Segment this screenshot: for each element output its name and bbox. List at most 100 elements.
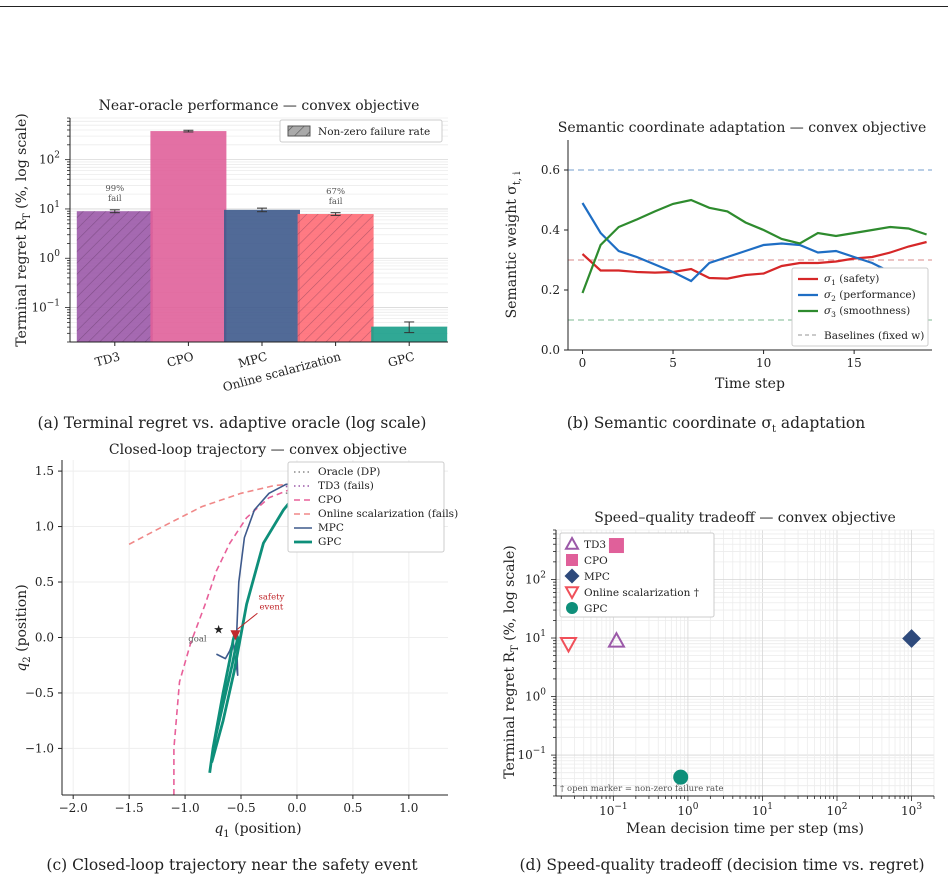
panel-d-ytick: 101 xyxy=(525,629,546,645)
bar-mpc xyxy=(224,209,300,342)
legend-label: Online scalarization (fails) xyxy=(318,508,458,520)
x-tick-label: 5 xyxy=(669,356,677,370)
x-tick-label: 15 xyxy=(846,356,861,370)
panel-b-ylabel: Semantic weight σt, i xyxy=(504,172,523,319)
legend-label: CPO xyxy=(584,555,608,567)
legend-suffix: (safety) xyxy=(836,273,879,285)
y-tick-label: 0.4 xyxy=(541,223,560,237)
x-tick-label: −2.0 xyxy=(59,801,88,815)
panel-b-ticks: 0 5 10 15 0.0 0.2 0.4 0.6 xyxy=(541,163,862,370)
caption-b: (b) Semantic coordinate σt adaptation xyxy=(567,414,865,435)
legend-subscript: 2 xyxy=(831,294,836,303)
y-tick-label: 0.0 xyxy=(541,343,560,357)
panel-d-title: Speed–quality tradeoff — convex objectiv… xyxy=(594,510,896,526)
legend-label: Online scalarization † xyxy=(584,587,699,599)
panel-d-xlabel: Mean decision time per step (ms) xyxy=(626,821,864,837)
safety-label: safety xyxy=(259,592,285,602)
bar-hatch xyxy=(297,214,374,342)
panel-a-bar-chart: Near-oracle performance — convex objecti… xyxy=(14,98,448,394)
panel-d-ytick-exp: 0 xyxy=(540,688,546,698)
legend-suffix: (performance) xyxy=(836,289,916,301)
legend-suffix: (smoothness) xyxy=(836,305,910,317)
panel-a-ytick-exp: 1 xyxy=(54,200,60,210)
legend-symbol: σ xyxy=(824,305,832,317)
panel-a-ytick-base: 10 xyxy=(39,153,54,167)
legend-marker xyxy=(566,554,578,566)
x-tick-label: 1.0 xyxy=(399,801,418,815)
y-tick-label: 0.6 xyxy=(541,163,560,177)
panel-d-xtick-base: 10 xyxy=(599,804,614,818)
y-tick-label: 1.0 xyxy=(35,520,54,534)
legend-subscript: 1 xyxy=(831,278,836,287)
point-cpo xyxy=(608,538,624,554)
panel-a-ytick: 100 xyxy=(39,249,60,265)
x-tick-label: −1.5 xyxy=(115,801,144,815)
y-tick-label: −1.0 xyxy=(25,741,54,755)
panel-d-ytick-base: 10 xyxy=(517,748,532,762)
panel-d-xtick-base: 10 xyxy=(752,804,767,818)
panel-d-xtick: 10−1 xyxy=(599,802,628,818)
x-tick-label: GPC xyxy=(386,349,416,369)
panel-a-legend-label: Non-zero failure rate xyxy=(318,126,430,138)
caption-a: (a) Terminal regret vs. adaptive oracle … xyxy=(38,414,427,432)
panel-d-ytick-base: 10 xyxy=(525,572,540,586)
panel-b-line-chart: Semantic coordinate adaptation — convex … xyxy=(504,120,932,392)
panel-d-xtick: 102 xyxy=(827,802,848,818)
panel-a-ytick: 10−1 xyxy=(31,299,60,315)
panel-b-title: Semantic coordinate adaptation — convex … xyxy=(558,120,926,136)
x-tick-label: TD3 xyxy=(94,349,122,369)
panel-d-xtick-exp: 1 xyxy=(767,802,773,812)
y-tick-label: 0.2 xyxy=(541,283,560,297)
legend-label: σ2 (performance) xyxy=(824,289,916,303)
panel-d-ytick: 102 xyxy=(525,570,546,586)
legend-label: Baselines (fixed w) xyxy=(824,330,924,342)
legend-box xyxy=(287,461,445,553)
fail-word: fail xyxy=(329,197,343,207)
panel-a-ytick-exp: −1 xyxy=(47,299,60,309)
x-tick-label: −1.0 xyxy=(171,801,200,815)
top-rule xyxy=(0,6,948,7)
panel-a-ytick-base: 10 xyxy=(31,301,46,315)
panel-d-xtick-exp: 0 xyxy=(693,802,699,812)
panel-a-ytick: 101 xyxy=(39,200,60,216)
legend-marker xyxy=(566,602,578,614)
x-tick-label: −0.5 xyxy=(226,801,255,815)
safety-label: event xyxy=(260,602,284,612)
y-tick-label: 0.5 xyxy=(35,575,54,589)
panel-a-ytick-base: 10 xyxy=(39,251,54,265)
panel-c-ticks: −2.0 −1.5 −1.0 −0.5 0.0 0.5 1.0 −1.0 −0.5 0.0 0.5 1… xyxy=(25,464,419,815)
legend-label: MPC xyxy=(318,522,344,534)
series-line-sigma-2 xyxy=(581,202,927,283)
legend-label: GPC xyxy=(318,536,342,548)
legend-box xyxy=(791,267,929,347)
goal-label: goal xyxy=(188,634,207,644)
panel-d-ytick-exp: 1 xyxy=(540,629,546,639)
panel-c-title: Closed-loop trajectory — convex objectiv… xyxy=(109,442,407,458)
legend-label: σ1 (safety) xyxy=(824,273,879,287)
legend-label: σ3 (smoothness) xyxy=(824,305,910,319)
fail-label: 99% xyxy=(105,184,124,194)
series-line-sigma-3 xyxy=(581,198,927,294)
panel-b-xlabel: Time step xyxy=(715,376,785,392)
panel-d-xtick-base: 10 xyxy=(901,804,916,818)
panel-d-points xyxy=(559,538,921,785)
panel-d-ytick-base: 10 xyxy=(525,690,540,704)
panel-d-note: † open marker = non-zero failure rate xyxy=(560,784,724,794)
y-tick-label: −0.5 xyxy=(25,686,54,700)
series-line-sigma-1 xyxy=(581,240,927,280)
panel-d-legend: TD3 † CPO MPC Online scalarization † GPC xyxy=(559,532,715,618)
x-tick-label: 0.0 xyxy=(287,801,306,815)
panel-d-ytick: 100 xyxy=(525,688,546,704)
panel-d-ylabel: Terminal regret RT (%, log scale) xyxy=(502,545,521,779)
point-td3- xyxy=(607,631,626,648)
legend-label: MPC xyxy=(584,571,610,583)
legend-symbol: σ xyxy=(824,289,832,301)
panel-d-xtick: 101 xyxy=(752,802,773,818)
legend-label: Oracle (DP) xyxy=(318,466,380,478)
legend-marker xyxy=(564,535,580,550)
legend-symbol: σ xyxy=(824,273,832,285)
x-tick-label: 0 xyxy=(579,356,587,370)
